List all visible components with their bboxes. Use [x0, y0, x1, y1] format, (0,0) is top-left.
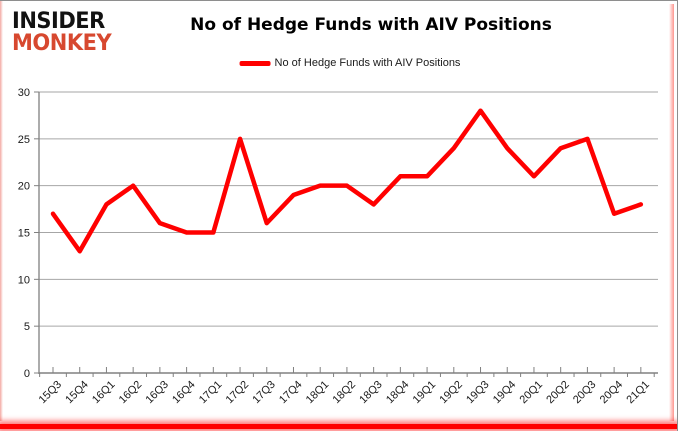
x-tick-label: 19Q3: [464, 379, 492, 407]
x-tick-label: 16Q2: [117, 379, 145, 407]
x-tick-label: 16Q4: [170, 379, 198, 407]
y-axis: 0 5 10 15 20 25 30: [18, 87, 40, 380]
logo-line-monkey: MONKEY: [12, 29, 112, 55]
legend: No of Hedge Funds with AIV Positions: [239, 57, 461, 69]
series-line: [50, 108, 644, 254]
x-tick-label: 15Q3: [37, 379, 65, 407]
x-tick-label: 20Q1: [518, 379, 546, 407]
x-tick-label: 18Q3: [357, 379, 385, 407]
y-tick-label: 0: [24, 368, 30, 380]
y-tick-label: 10: [18, 274, 30, 286]
x-tick-label: 19Q4: [491, 379, 519, 407]
x-tick-label: 17Q1: [197, 379, 225, 407]
x-tick-label: 16Q3: [143, 379, 171, 407]
y-gridlines: [39, 91, 658, 327]
x-tick-label: 20Q4: [598, 379, 626, 407]
legend-label: No of Hedge Funds with AIV Positions: [274, 57, 461, 69]
logo-line-insider: INSIDER: [12, 7, 105, 34]
y-tick-label: 15: [18, 228, 30, 240]
x-axis: [39, 367, 658, 377]
x-tick-label: 19Q2: [437, 379, 465, 407]
x-tick-label: 18Q4: [384, 379, 412, 407]
y-tick-label: 25: [18, 134, 30, 146]
x-tick-label: 20Q2: [544, 379, 572, 407]
x-tick-label: 17Q2: [224, 379, 252, 407]
x-tick-label: 15Q4: [63, 379, 91, 407]
x-tick-label: 18Q1: [304, 379, 332, 407]
y-tick-label: 20: [18, 181, 30, 193]
chart-title: No of Hedge Funds with AIV Positions: [190, 15, 552, 35]
x-tick-label: 17Q3: [250, 379, 278, 407]
x-tick-label: 19Q1: [411, 379, 439, 407]
y-tick-label: 5: [24, 321, 30, 333]
x-tick-label: 16Q1: [90, 379, 118, 407]
legend-line-swatch: [239, 60, 271, 66]
x-tick-label: 21Q1: [624, 379, 652, 407]
x-tick-label: 18Q2: [331, 379, 359, 407]
x-tick-label: 20Q3: [571, 379, 599, 407]
y-tick-label: 30: [18, 87, 30, 99]
x-tick-label: 17Q4: [277, 379, 305, 407]
x-tick-labels: 15Q3 15Q4 16Q1 16Q2 16Q3 16Q4 17Q1 17Q2 17Q3 17Q4…: [37, 379, 652, 407]
insider-monkey-logo: INSIDER MONKEY: [12, 7, 112, 55]
